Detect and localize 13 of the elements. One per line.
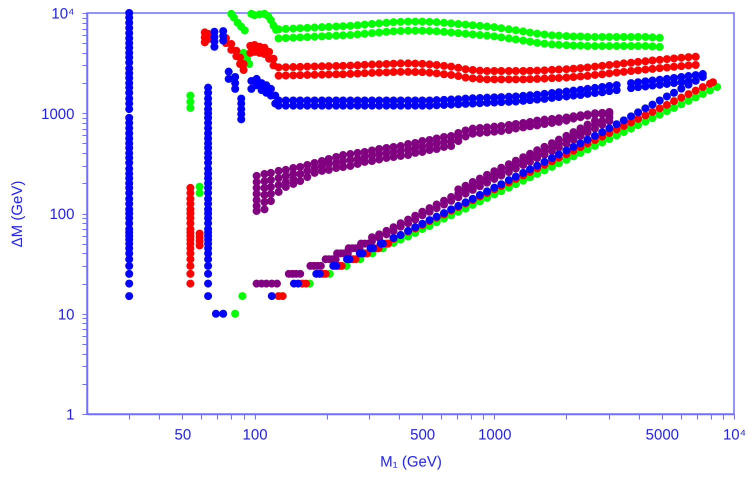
y-tick-label: 100 xyxy=(49,206,74,223)
x-tick-label: 50 xyxy=(174,426,192,444)
y-tick-label: 1000 xyxy=(41,106,74,123)
x-tick-label: 500 xyxy=(410,426,436,444)
x-tick-label: 1000 xyxy=(478,426,512,444)
y-tick-label: 10⁴ xyxy=(51,6,74,22)
y-axis-title: ΔM (GeV) xyxy=(9,180,26,248)
x-tick-label: 5000 xyxy=(646,426,680,444)
x-axis-title: M₁ (GeV) xyxy=(380,454,442,470)
x-tick-label: 10⁴ xyxy=(722,426,746,444)
y-tick-label: 1 xyxy=(66,406,74,424)
x-tick-label: 100 xyxy=(242,426,268,444)
y-tick-label: 10 xyxy=(58,306,74,324)
